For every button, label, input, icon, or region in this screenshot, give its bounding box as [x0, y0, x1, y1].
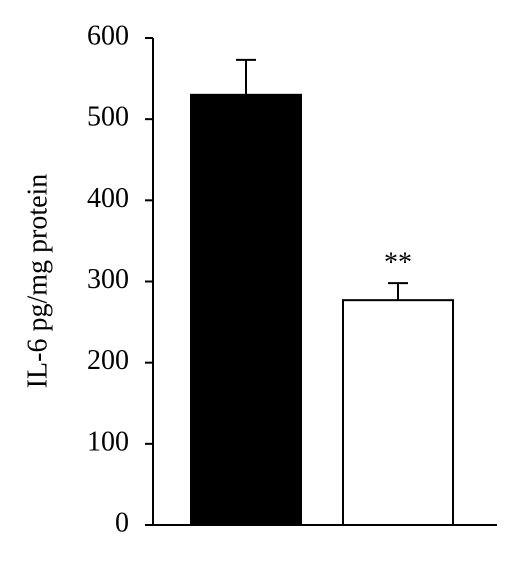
y-tick-label: 100	[87, 426, 129, 457]
bar	[342, 299, 454, 526]
y-axis-label: IL-6 pg/mg protein	[22, 174, 53, 389]
y-tick-label: 600	[87, 20, 129, 51]
y-tick-label: 500	[87, 102, 129, 133]
y-tick-label: 400	[87, 183, 129, 214]
y-tick-label: 300	[87, 264, 129, 295]
y-tick-label: 0	[115, 507, 129, 538]
y-tick-label: 200	[87, 345, 129, 376]
annotation: **	[384, 248, 412, 279]
bar	[190, 93, 302, 526]
